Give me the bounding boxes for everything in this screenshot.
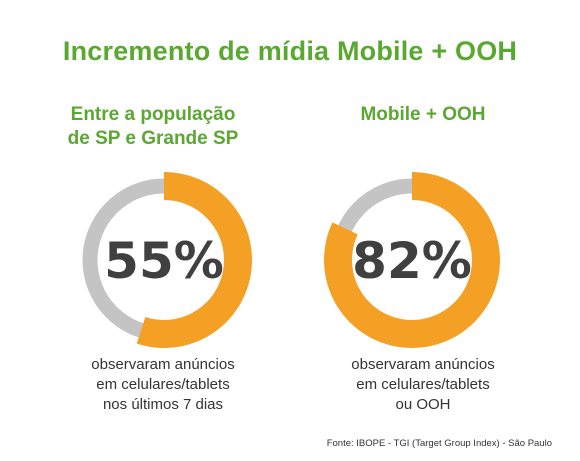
donut-chart-82: 82% [324,172,500,348]
subtitle-line: Entre a população [70,104,236,125]
subtitle-line: Mobile + OOH [360,104,486,125]
chart-panel-mobile-ooh: Mobile + OOH 82% observaram anúncios em … [290,0,580,461]
caption-line: observaram anúncios [91,356,235,373]
donut-value-arc [76,172,252,348]
source-note: Fonte: IBOPE - TGI (Target Group Index) … [326,438,552,449]
chart-subtitle: Mobile + OOH [278,103,568,127]
caption-line: observaram anúncios [351,356,495,373]
subtitle-line: de SP e Grande SP [67,128,239,149]
page-title: Incremento de mídia Mobile + OOH [62,36,518,66]
caption-line: em celulares/tablets [356,376,490,393]
donut-percent-label: 55% [104,232,224,290]
donut-chart-55: 55% [76,172,252,348]
caption-line: ou OOH [395,396,451,413]
donut-value-arc [324,172,500,348]
chart-caption: observaram anúncios em celulares/tablets… [278,355,568,415]
caption-line: em celulares/tablets [96,376,230,393]
chart-subtitle: Entre a população de SP e Grande SP [8,103,298,151]
donut-percent-label: 82% [352,232,472,290]
chart-caption: observaram anúncios em celulares/tablets… [18,355,308,415]
caption-line: nos últimos 7 dias [102,396,224,413]
chart-panel-population: Entre a população de SP e Grande SP 55% … [68,104,252,413]
